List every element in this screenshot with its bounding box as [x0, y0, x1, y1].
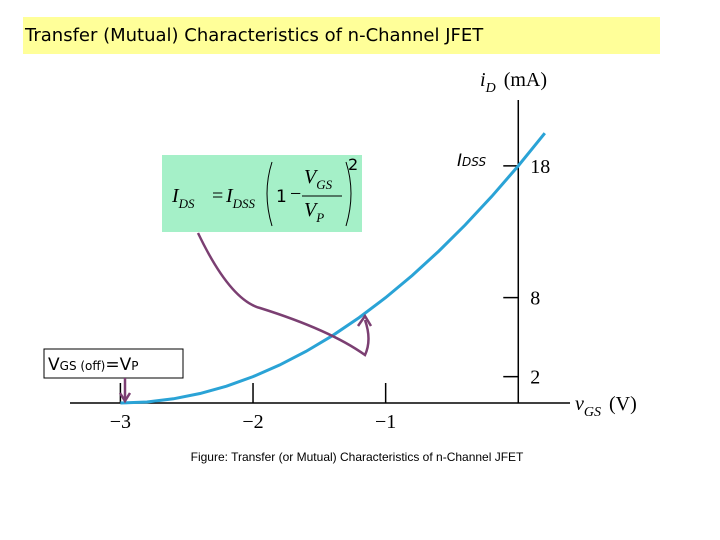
- x-axis-label: vGS (V): [575, 393, 637, 420]
- formula-part: P: [315, 210, 324, 225]
- paren: [266, 161, 273, 227]
- x-tick-label: −1: [375, 411, 396, 433]
- label-part: V: [48, 355, 60, 375]
- paren: [345, 161, 352, 227]
- label-part: (mA): [504, 69, 547, 91]
- formula-part: −: [290, 183, 301, 205]
- formula-part: GS: [316, 177, 332, 192]
- y-tick-label: 2: [530, 367, 540, 389]
- label-part: v: [575, 393, 584, 415]
- x-tick-label: −2: [242, 411, 263, 433]
- y-axis-label: iD (mA): [480, 69, 547, 96]
- label-part: DSS: [462, 155, 486, 169]
- formula-text: VP: [304, 199, 324, 225]
- arrow-head: [356, 313, 373, 327]
- formula-part: I: [171, 185, 180, 207]
- label-part: GS (off): [60, 359, 106, 373]
- formula-part: DSS: [232, 196, 256, 211]
- label-part: i: [480, 69, 486, 91]
- vgs-off-label: VGS (off)=VP: [48, 355, 138, 375]
- formula-part: 1: [276, 187, 287, 207]
- label-part: P: [131, 359, 138, 373]
- vgs-off-box: [43, 348, 184, 379]
- pointer-arrow: [196, 232, 370, 357]
- formula-part: 2: [348, 155, 358, 174]
- formula-part: V: [304, 199, 319, 221]
- title-box: [23, 17, 660, 54]
- formula-part: =: [212, 185, 223, 207]
- label-part: GS: [584, 405, 601, 420]
- label-part: (V): [609, 393, 637, 415]
- label-part: =V: [105, 355, 131, 375]
- formula-box: [162, 155, 362, 232]
- y-tick-label: 8: [530, 288, 540, 310]
- label-part: D: [485, 81, 496, 96]
- label-part: I: [457, 151, 462, 171]
- formula-text: IDS: [171, 185, 195, 211]
- formula-part: DS: [178, 196, 195, 211]
- formula-part: I: [225, 185, 234, 207]
- x-tick-label: −3: [110, 411, 131, 433]
- idss-label: IDSS: [457, 151, 486, 171]
- title: Transfer (Mutual) Characteristics of n-C…: [24, 25, 484, 46]
- formula-text: IDSS: [225, 185, 256, 211]
- arrow-head: [118, 392, 132, 404]
- y-tick-label: 18: [530, 156, 550, 178]
- formula-part: V: [304, 166, 319, 188]
- pointers: [118, 232, 373, 404]
- formula: IDS = IDSS 1 − VGS VP 2: [171, 155, 358, 227]
- formula-text: VGS: [304, 166, 333, 192]
- caption: Figure: Transfer (or Mutual) Characteris…: [191, 450, 524, 464]
